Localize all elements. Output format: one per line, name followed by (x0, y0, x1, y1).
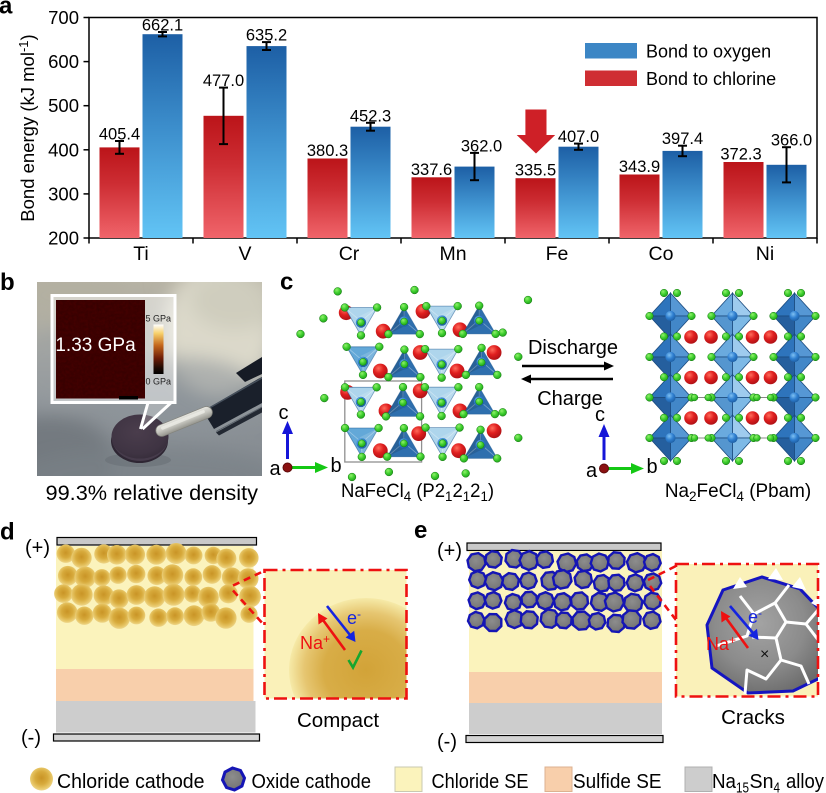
svg-text:Discharge: Discharge (528, 337, 618, 359)
svg-text:405.4: 405.4 (99, 126, 140, 144)
svg-text:b: b (646, 456, 657, 478)
svg-text:V: V (238, 243, 251, 265)
svg-text:Co: Co (649, 243, 674, 265)
svg-text:4: 4 (774, 781, 781, 793)
svg-text:Charge: Charge (537, 388, 603, 410)
svg-text:Oxide cathode: Oxide cathode (252, 770, 372, 793)
svg-text:d: d (0, 519, 15, 546)
svg-text:Sulfide SE: Sulfide SE (573, 770, 662, 793)
svg-text:Fe: Fe (546, 243, 569, 265)
svg-text:Bond to oxygen: Bond to oxygen (646, 42, 771, 62)
svg-text:(-): (-) (437, 731, 457, 753)
svg-text:366.0: 366.0 (771, 132, 812, 150)
svg-text:a: a (0, 0, 13, 20)
svg-text:Bond to chlorine: Bond to chlorine (646, 69, 776, 89)
svg-text:Bond energy (kJ mol-1): Bond energy (kJ mol-1) (16, 34, 38, 221)
svg-text:0 GPa: 0 GPa (146, 377, 172, 387)
svg-text:a: a (586, 460, 598, 482)
svg-text:362.0: 362.0 (461, 137, 502, 155)
svg-text:Chloride cathode: Chloride cathode (57, 770, 205, 793)
svg-text:Na2FeCl4 (Pbam): Na2FeCl4 (Pbam) (665, 481, 811, 504)
svg-text:×: × (760, 646, 769, 663)
svg-text:372.3: 372.3 (720, 146, 761, 164)
svg-text:Cr: Cr (339, 243, 360, 265)
svg-text:335.5: 335.5 (515, 162, 556, 180)
svg-text:Cracks: Cracks (721, 706, 785, 729)
svg-text:343.9: 343.9 (619, 158, 660, 176)
svg-text:c: c (279, 402, 289, 424)
svg-text:c: c (280, 269, 293, 296)
svg-text:Compact: Compact (297, 709, 379, 732)
svg-text:1.33 GPa: 1.33 GPa (55, 335, 136, 356)
svg-text:400: 400 (48, 139, 79, 160)
svg-text:NaFeCl4 (P212121): NaFeCl4 (P212121) (341, 481, 494, 504)
svg-text:Chloride SE: Chloride SE (432, 770, 529, 793)
svg-text:407.0: 407.0 (558, 128, 599, 146)
svg-text:500: 500 (48, 95, 79, 116)
svg-text:b: b (330, 455, 341, 477)
svg-text:Ni: Ni (756, 243, 774, 265)
svg-text:99.3% relative density: 99.3% relative density (46, 482, 259, 505)
svg-text:(+): (+) (437, 540, 462, 562)
svg-text:Ti: Ti (133, 243, 149, 265)
svg-text:452.3: 452.3 (350, 107, 391, 125)
svg-text:a: a (269, 458, 281, 480)
svg-text:Na+: Na+ (300, 632, 330, 653)
svg-text:(-): (-) (21, 727, 41, 749)
svg-text:700: 700 (48, 7, 79, 28)
svg-text:662.1: 662.1 (142, 17, 183, 35)
svg-text:alloy: alloy (786, 770, 825, 793)
svg-text:600: 600 (48, 51, 79, 72)
svg-text:380.3: 380.3 (307, 142, 348, 160)
svg-text:Mn: Mn (439, 243, 466, 265)
svg-text:(+): (+) (25, 537, 50, 559)
svg-text:397.4: 397.4 (662, 130, 703, 148)
svg-text:Sn: Sn (750, 770, 774, 793)
svg-text:15: 15 (736, 781, 749, 793)
svg-text:635.2: 635.2 (246, 27, 287, 45)
svg-text:337.6: 337.6 (411, 161, 452, 179)
svg-text:b: b (0, 269, 15, 296)
svg-text:5 GPa: 5 GPa (146, 314, 172, 324)
svg-text:477.0: 477.0 (203, 72, 244, 90)
svg-text:c: c (595, 404, 605, 426)
svg-text:300: 300 (48, 183, 79, 204)
svg-text:Na: Na (712, 770, 737, 793)
svg-text:Na+: Na+ (706, 633, 736, 654)
svg-text:e: e (414, 517, 427, 544)
svg-text:200: 200 (48, 228, 79, 249)
